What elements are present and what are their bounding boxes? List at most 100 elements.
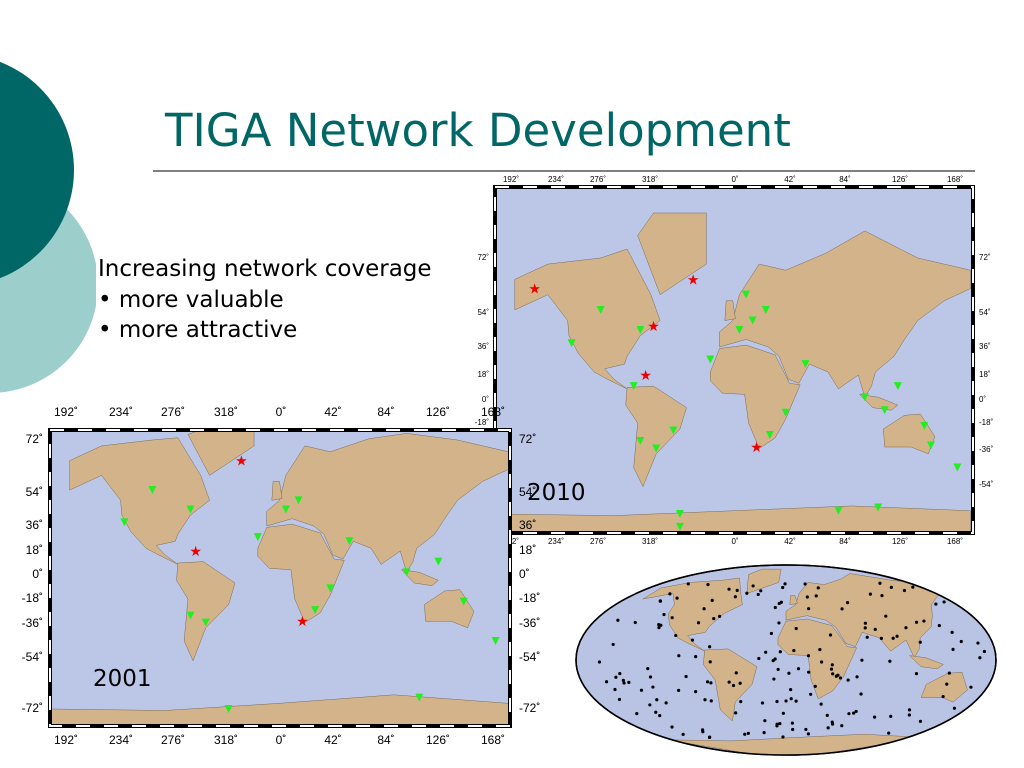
- station-dot: [648, 703, 652, 707]
- station-dot: [777, 601, 781, 606]
- station-dot: [781, 711, 785, 715]
- station-dot: [734, 671, 738, 675]
- station-dot: [772, 677, 776, 681]
- station-dot: [889, 714, 893, 718]
- station-dot: [852, 711, 856, 715]
- station-dot: [759, 589, 763, 593]
- y-tick-label: -36˚: [22, 616, 43, 630]
- y-tick-label: 18˚: [979, 370, 991, 379]
- station-dot: [622, 681, 626, 685]
- continent: [266, 433, 509, 573]
- station-dot: [670, 725, 674, 729]
- station-marker: [880, 406, 889, 415]
- station-dot: [664, 701, 668, 705]
- station-marker: [669, 426, 678, 435]
- station-dot: [727, 680, 731, 684]
- station-dot: [703, 698, 707, 702]
- station-dot: [834, 674, 838, 678]
- station-dot: [670, 616, 674, 620]
- station-star: ★: [235, 454, 248, 470]
- station-dot: [804, 727, 808, 732]
- station-marker: [735, 326, 744, 334]
- y-tick-label: 72˚: [979, 253, 991, 262]
- station-dot: [775, 722, 779, 726]
- x-tick-label: 84˚: [839, 537, 851, 546]
- station-dot: [777, 621, 781, 625]
- map-year-label: 2010: [527, 480, 586, 506]
- y-tick-label: 36˚: [519, 518, 536, 532]
- x-tick-label: 276˚: [590, 175, 606, 184]
- station-star: ★: [296, 614, 309, 630]
- station-dot: [951, 647, 955, 651]
- station-dot: [757, 656, 761, 661]
- station-dot: [616, 618, 620, 622]
- map-2001: ★ ★ ★ 192˚ 192˚ 234˚ 234˚ 276˚ 276˚ 318˚ 318˚ 0˚ 0˚ 4…: [22, 405, 541, 747]
- station-dot: [791, 727, 795, 732]
- station-dot: [859, 692, 863, 696]
- x-tick-label: 0˚: [731, 537, 738, 546]
- continent: [637, 212, 707, 296]
- continent: [257, 523, 345, 623]
- station-dot: [654, 710, 658, 714]
- bullet-item: • more valuable: [98, 287, 284, 313]
- y-tick-label: 0˚: [482, 395, 489, 404]
- station-dot: [627, 680, 631, 684]
- station-dot: [674, 633, 678, 638]
- station-dot: [617, 697, 622, 702]
- station-dot: [813, 684, 817, 688]
- station-dot: [826, 726, 830, 730]
- continent: [777, 618, 858, 700]
- station-marker: [294, 496, 303, 505]
- x-tick-label: 168˚: [481, 733, 505, 747]
- station-marker: [311, 606, 320, 615]
- station-dot: [907, 708, 912, 712]
- x-tick-label: 84˚: [377, 405, 394, 419]
- y-tick-label: 72˚: [519, 432, 536, 446]
- station-marker: [675, 510, 684, 518]
- continent: [69, 437, 210, 565]
- x-tick-label: 192˚: [54, 733, 78, 747]
- y-tick-label: -72˚: [22, 701, 43, 715]
- station-dot: [681, 732, 685, 736]
- y-tick-label: 0˚: [979, 395, 986, 404]
- station-dot: [889, 585, 893, 589]
- station-star: ★: [647, 319, 660, 335]
- station-dot: [778, 650, 782, 654]
- continent: [719, 230, 971, 398]
- station-dot: [731, 683, 736, 688]
- continent: [642, 577, 743, 652]
- station-dot: [655, 698, 659, 702]
- y-tick-label: 36˚: [26, 518, 43, 532]
- station-dot: [657, 625, 661, 630]
- station-marker: [920, 422, 929, 430]
- globe-land: [597, 568, 987, 755]
- station-dot: [787, 671, 791, 675]
- continent: [666, 734, 926, 755]
- station-dot: [830, 663, 834, 667]
- station-dot: [918, 719, 923, 723]
- station-dot: [914, 620, 919, 624]
- station-dot: [781, 585, 785, 590]
- station-dot: [784, 699, 788, 703]
- x-tick-label: 0˚: [731, 175, 738, 184]
- globe-outline: [575, 564, 997, 756]
- station-marker: [491, 637, 500, 645]
- station-dot: [789, 697, 793, 701]
- station-dot: [733, 595, 737, 599]
- station-dot: [763, 719, 767, 723]
- station-marker: [893, 382, 902, 391]
- station-marker: [761, 305, 770, 314]
- y-tick-label: 0˚: [519, 567, 530, 581]
- y-tick-label: 72˚: [26, 432, 43, 446]
- y-tick-label: 36˚: [477, 342, 489, 351]
- station-dot: [918, 640, 922, 644]
- station-dot: [873, 627, 877, 631]
- y-tick-label: 54˚: [519, 485, 536, 499]
- station-dot: [911, 585, 915, 589]
- decor-circle-dark: [0, 61, 74, 279]
- station-dot: [976, 641, 980, 645]
- station-dot: [781, 735, 785, 739]
- y-tick-label: 18˚: [477, 370, 489, 379]
- station-dot: [847, 712, 851, 716]
- station-marker: [148, 486, 157, 495]
